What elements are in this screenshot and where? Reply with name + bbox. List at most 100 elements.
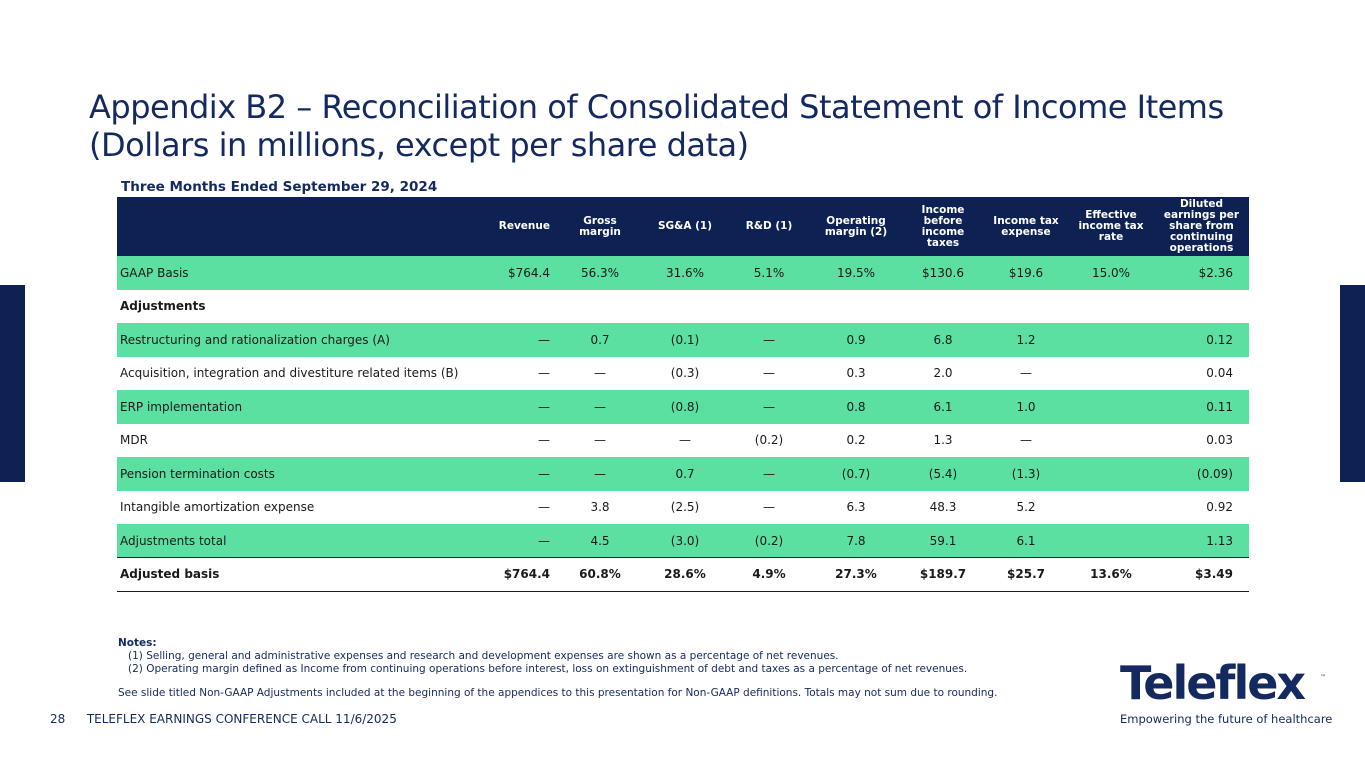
table-cell	[472, 289, 558, 323]
table-cell: $130.6	[902, 256, 984, 290]
table-cell: (0.2)	[728, 423, 810, 457]
table-cell: —	[728, 457, 810, 491]
note-2: (2) Operating margin defined as Income f…	[128, 663, 968, 675]
table-cell	[984, 289, 1068, 323]
table-cell: (0.3)	[642, 356, 728, 390]
table-cell: 13.6%	[1068, 557, 1154, 592]
non-gaap-disclaimer: See slide titled Non-GAAP Adjustments in…	[118, 687, 998, 699]
table-header-row: Revenue Gross margin SG&A (1) R&D (1) Op…	[117, 197, 1249, 256]
table-cell	[902, 289, 984, 323]
table-cell: 6.1	[984, 524, 1068, 558]
table-cell: —	[472, 390, 558, 424]
table-cell: (1.3)	[984, 457, 1068, 491]
row-label: GAAP Basis	[117, 256, 472, 290]
table-cell: —	[558, 457, 642, 491]
footer-text: TELEFLEX EARNINGS CONFERENCE CALL 11/6/2…	[86, 712, 397, 726]
table-cell: $25.7	[984, 557, 1068, 592]
slide-title-line-2: (Dollars in millions, except per share d…	[89, 126, 749, 164]
table-cell: 0.8	[810, 390, 902, 424]
table-cell: 0.9	[810, 323, 902, 357]
table-cell: 0.03	[1154, 423, 1249, 457]
table-cell: 6.8	[902, 323, 984, 357]
logo-tagline: Empowering the future of healthcare	[1120, 712, 1333, 726]
row-label: MDR	[117, 423, 472, 457]
table-cell: —	[558, 423, 642, 457]
page-number: 28	[50, 712, 66, 726]
slide-title-line-1: Appendix B2 – Reconciliation of Consolid…	[89, 88, 1224, 126]
column-header-label	[117, 197, 472, 256]
table-cell: (0.1)	[642, 323, 728, 357]
table-cell: $3.49	[1154, 557, 1249, 592]
column-header-gross-margin: Gross margin	[558, 197, 642, 256]
notes-heading: Notes:	[118, 637, 157, 649]
table-row: Pension termination costs — —0.7— (0.7) (5.4…	[117, 457, 1249, 491]
table-cell: —	[728, 390, 810, 424]
column-header-revenue: Revenue	[472, 197, 558, 256]
table-cell: 28.6%	[642, 557, 728, 592]
slide-title: Appendix B2 – Reconciliation of Consolid…	[89, 88, 1269, 164]
table-cell: 7.8	[810, 524, 902, 558]
table-cell: 4.5	[558, 524, 642, 558]
row-label: Adjustments total	[117, 524, 472, 558]
period-heading: Three Months Ended September 29, 2024	[121, 179, 438, 195]
table-cell: (0.8)	[642, 390, 728, 424]
table-cell: $189.7	[902, 557, 984, 592]
table-cell: (3.0)	[642, 524, 728, 558]
column-header-diluted-eps: Diluted earnings per share from continui…	[1154, 197, 1249, 256]
column-header-effective-tax-rate: Effective income tax rate	[1068, 197, 1154, 256]
row-label: Pension termination costs	[117, 457, 472, 491]
table-row: Adjusted basis $764.4 60.8% 28.6% 4.9% 27.3% $…	[117, 557, 1249, 592]
table-cell	[1068, 356, 1154, 390]
table-cell: 1.0	[984, 390, 1068, 424]
table-cell	[1068, 457, 1154, 491]
table-cell: $19.6	[984, 256, 1068, 290]
table-cell: 15.0%	[1068, 256, 1154, 290]
table-cell	[1068, 423, 1154, 457]
table-cell: 48.3	[902, 490, 984, 524]
table-cell: —	[642, 423, 728, 457]
right-accent-bar	[1340, 285, 1365, 482]
table-cell: 0.12	[1154, 323, 1249, 357]
table-cell: 1.13	[1154, 524, 1249, 558]
table-cell: 56.3%	[558, 256, 642, 290]
row-label: Intangible amortization expense	[117, 490, 472, 524]
table-row: Acquisition, integration and divestiture…	[117, 356, 1249, 390]
table-cell: 19.5%	[810, 256, 902, 290]
logo-wordmark: Teleflex	[1120, 656, 1306, 710]
table-cell: 0.11	[1154, 390, 1249, 424]
table-cell: 0.04	[1154, 356, 1249, 390]
slide-footer: 28 TELEFLEX EARNINGS CONFERENCE CALL 11/…	[50, 712, 397, 726]
table-cell: —	[984, 356, 1068, 390]
table-cell: 2.0	[902, 356, 984, 390]
table-cell	[1068, 490, 1154, 524]
table-cell	[1068, 323, 1154, 357]
table-cell	[558, 289, 642, 323]
row-label: Adjustments	[117, 289, 472, 323]
table-cell: 6.3	[810, 490, 902, 524]
logo-trademark: ™	[1320, 674, 1326, 681]
table-cell	[1068, 289, 1154, 323]
table-row: Intangible amortization expense —3.8 (2.5)…	[117, 490, 1249, 524]
table-cell: 5.2	[984, 490, 1068, 524]
table-cell	[810, 289, 902, 323]
table-cell: —	[558, 390, 642, 424]
table-cell: 3.8	[558, 490, 642, 524]
table-cell: 27.3%	[810, 557, 902, 592]
notes-block: Notes: (1) Selling, general and administ…	[118, 637, 967, 676]
table-cell	[642, 289, 728, 323]
table-cell: 59.1	[902, 524, 984, 558]
table-cell: (0.09)	[1154, 457, 1249, 491]
table-cell: —	[472, 457, 558, 491]
table-cell: —	[472, 490, 558, 524]
row-label: Adjusted basis	[117, 557, 472, 592]
table-cell: (2.5)	[642, 490, 728, 524]
table-cell: —	[728, 490, 810, 524]
table-row: ERP implementation — — (0.8) —0.8 6.1 1.0 0.11	[117, 390, 1249, 424]
table-row: Adjustments	[117, 289, 1249, 323]
teleflex-logo: Teleflex ™ Empowering the future of heal…	[1120, 656, 1333, 730]
table-cell	[1154, 289, 1249, 323]
table-cell: —	[472, 524, 558, 558]
table-cell: —	[472, 356, 558, 390]
table-cell: —	[984, 423, 1068, 457]
table-cell: (0.7)	[810, 457, 902, 491]
